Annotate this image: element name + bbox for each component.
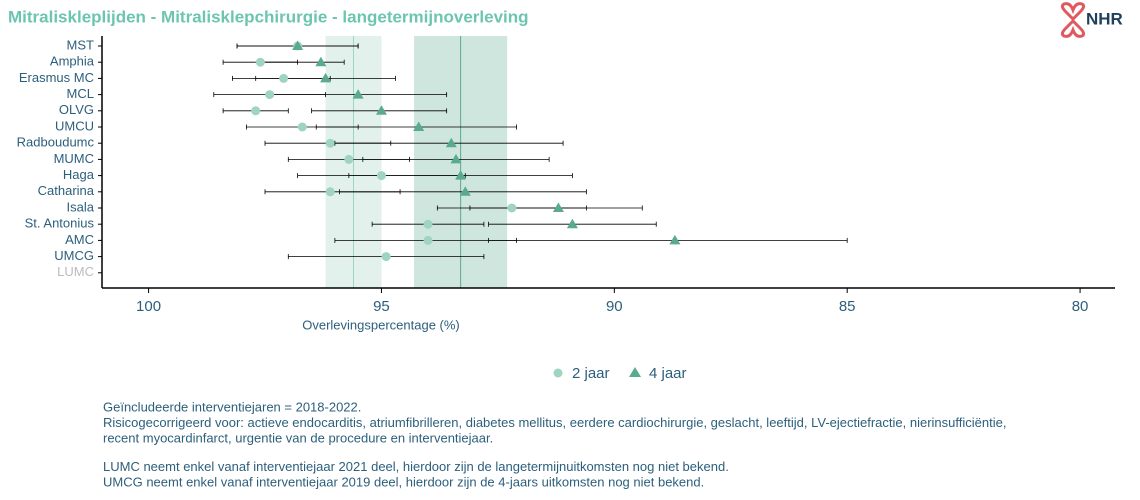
y-tick-label: MUMC: [54, 151, 94, 166]
logo-text: NHR: [1086, 9, 1123, 28]
y-tick-label: St. Antonius: [25, 216, 95, 231]
point: [297, 122, 307, 132]
point: [325, 187, 335, 197]
point: [552, 202, 564, 212]
point: [255, 57, 265, 67]
point: [251, 106, 261, 116]
footnote: LUMC neemt enkel vanaf interventiejaar 2…: [103, 459, 729, 474]
chart-title: Mitraliskleplijden - Mitralisklepchirurg…: [8, 7, 529, 26]
y-tick-label: Radboudumc: [17, 135, 95, 150]
legend-marker: [553, 368, 563, 378]
point: [413, 121, 425, 131]
x-tick-label: 90: [606, 298, 623, 315]
point: [265, 90, 275, 100]
y-tick-label: Catharina: [38, 183, 95, 198]
y-tick-label: UMCU: [55, 118, 94, 133]
point: [381, 252, 391, 262]
point: [423, 219, 433, 229]
legend-label: 4 jaar: [649, 365, 687, 382]
logo-icon: [1060, 2, 1086, 38]
point: [292, 40, 304, 50]
legend-label: 2 jaar: [572, 365, 610, 382]
footnote: UMCG neemt enkel vanaf interventiejaar 2…: [103, 474, 704, 489]
y-tick-label: LUMC: [57, 264, 94, 279]
point: [315, 56, 327, 67]
point: [445, 137, 457, 148]
footnote: recent myocardinfarct, urgentie van de p…: [103, 430, 493, 445]
x-tick-label: 100: [136, 298, 161, 315]
y-tick-label: Erasmus MC: [19, 70, 94, 85]
point: [423, 235, 433, 245]
point: [375, 105, 387, 115]
footnote: Risicogecorrigeerd voor: actieve endocar…: [103, 415, 1006, 430]
point: [669, 234, 681, 245]
point: [352, 89, 364, 99]
point: [279, 73, 289, 83]
point: [566, 218, 578, 229]
y-tick-label: OLVG: [59, 102, 94, 117]
point: [450, 153, 462, 164]
point: [507, 203, 517, 213]
point: [325, 138, 335, 148]
point: [455, 170, 467, 180]
y-tick-label: Isala: [67, 199, 95, 214]
y-tick-label: MCL: [67, 86, 94, 101]
x-tick-label: 80: [1072, 298, 1089, 315]
y-tick-label: Haga: [63, 167, 95, 182]
legend-marker: [629, 367, 641, 377]
footnote: Geïncludeerde interventiejaren = 2018-20…: [103, 399, 361, 414]
x-axis-label: Overlevingspercentage (%): [302, 317, 460, 332]
point: [320, 72, 332, 83]
point: [459, 186, 471, 196]
point: [376, 171, 386, 181]
y-tick-label: MST: [67, 37, 95, 52]
x-tick-label: 85: [839, 298, 856, 315]
y-tick-label: AMC: [65, 232, 94, 247]
y-tick-label: UMCG: [54, 248, 94, 263]
point: [344, 154, 354, 164]
x-tick-label: 95: [373, 298, 390, 315]
y-tick-label: Amphia: [50, 54, 95, 69]
